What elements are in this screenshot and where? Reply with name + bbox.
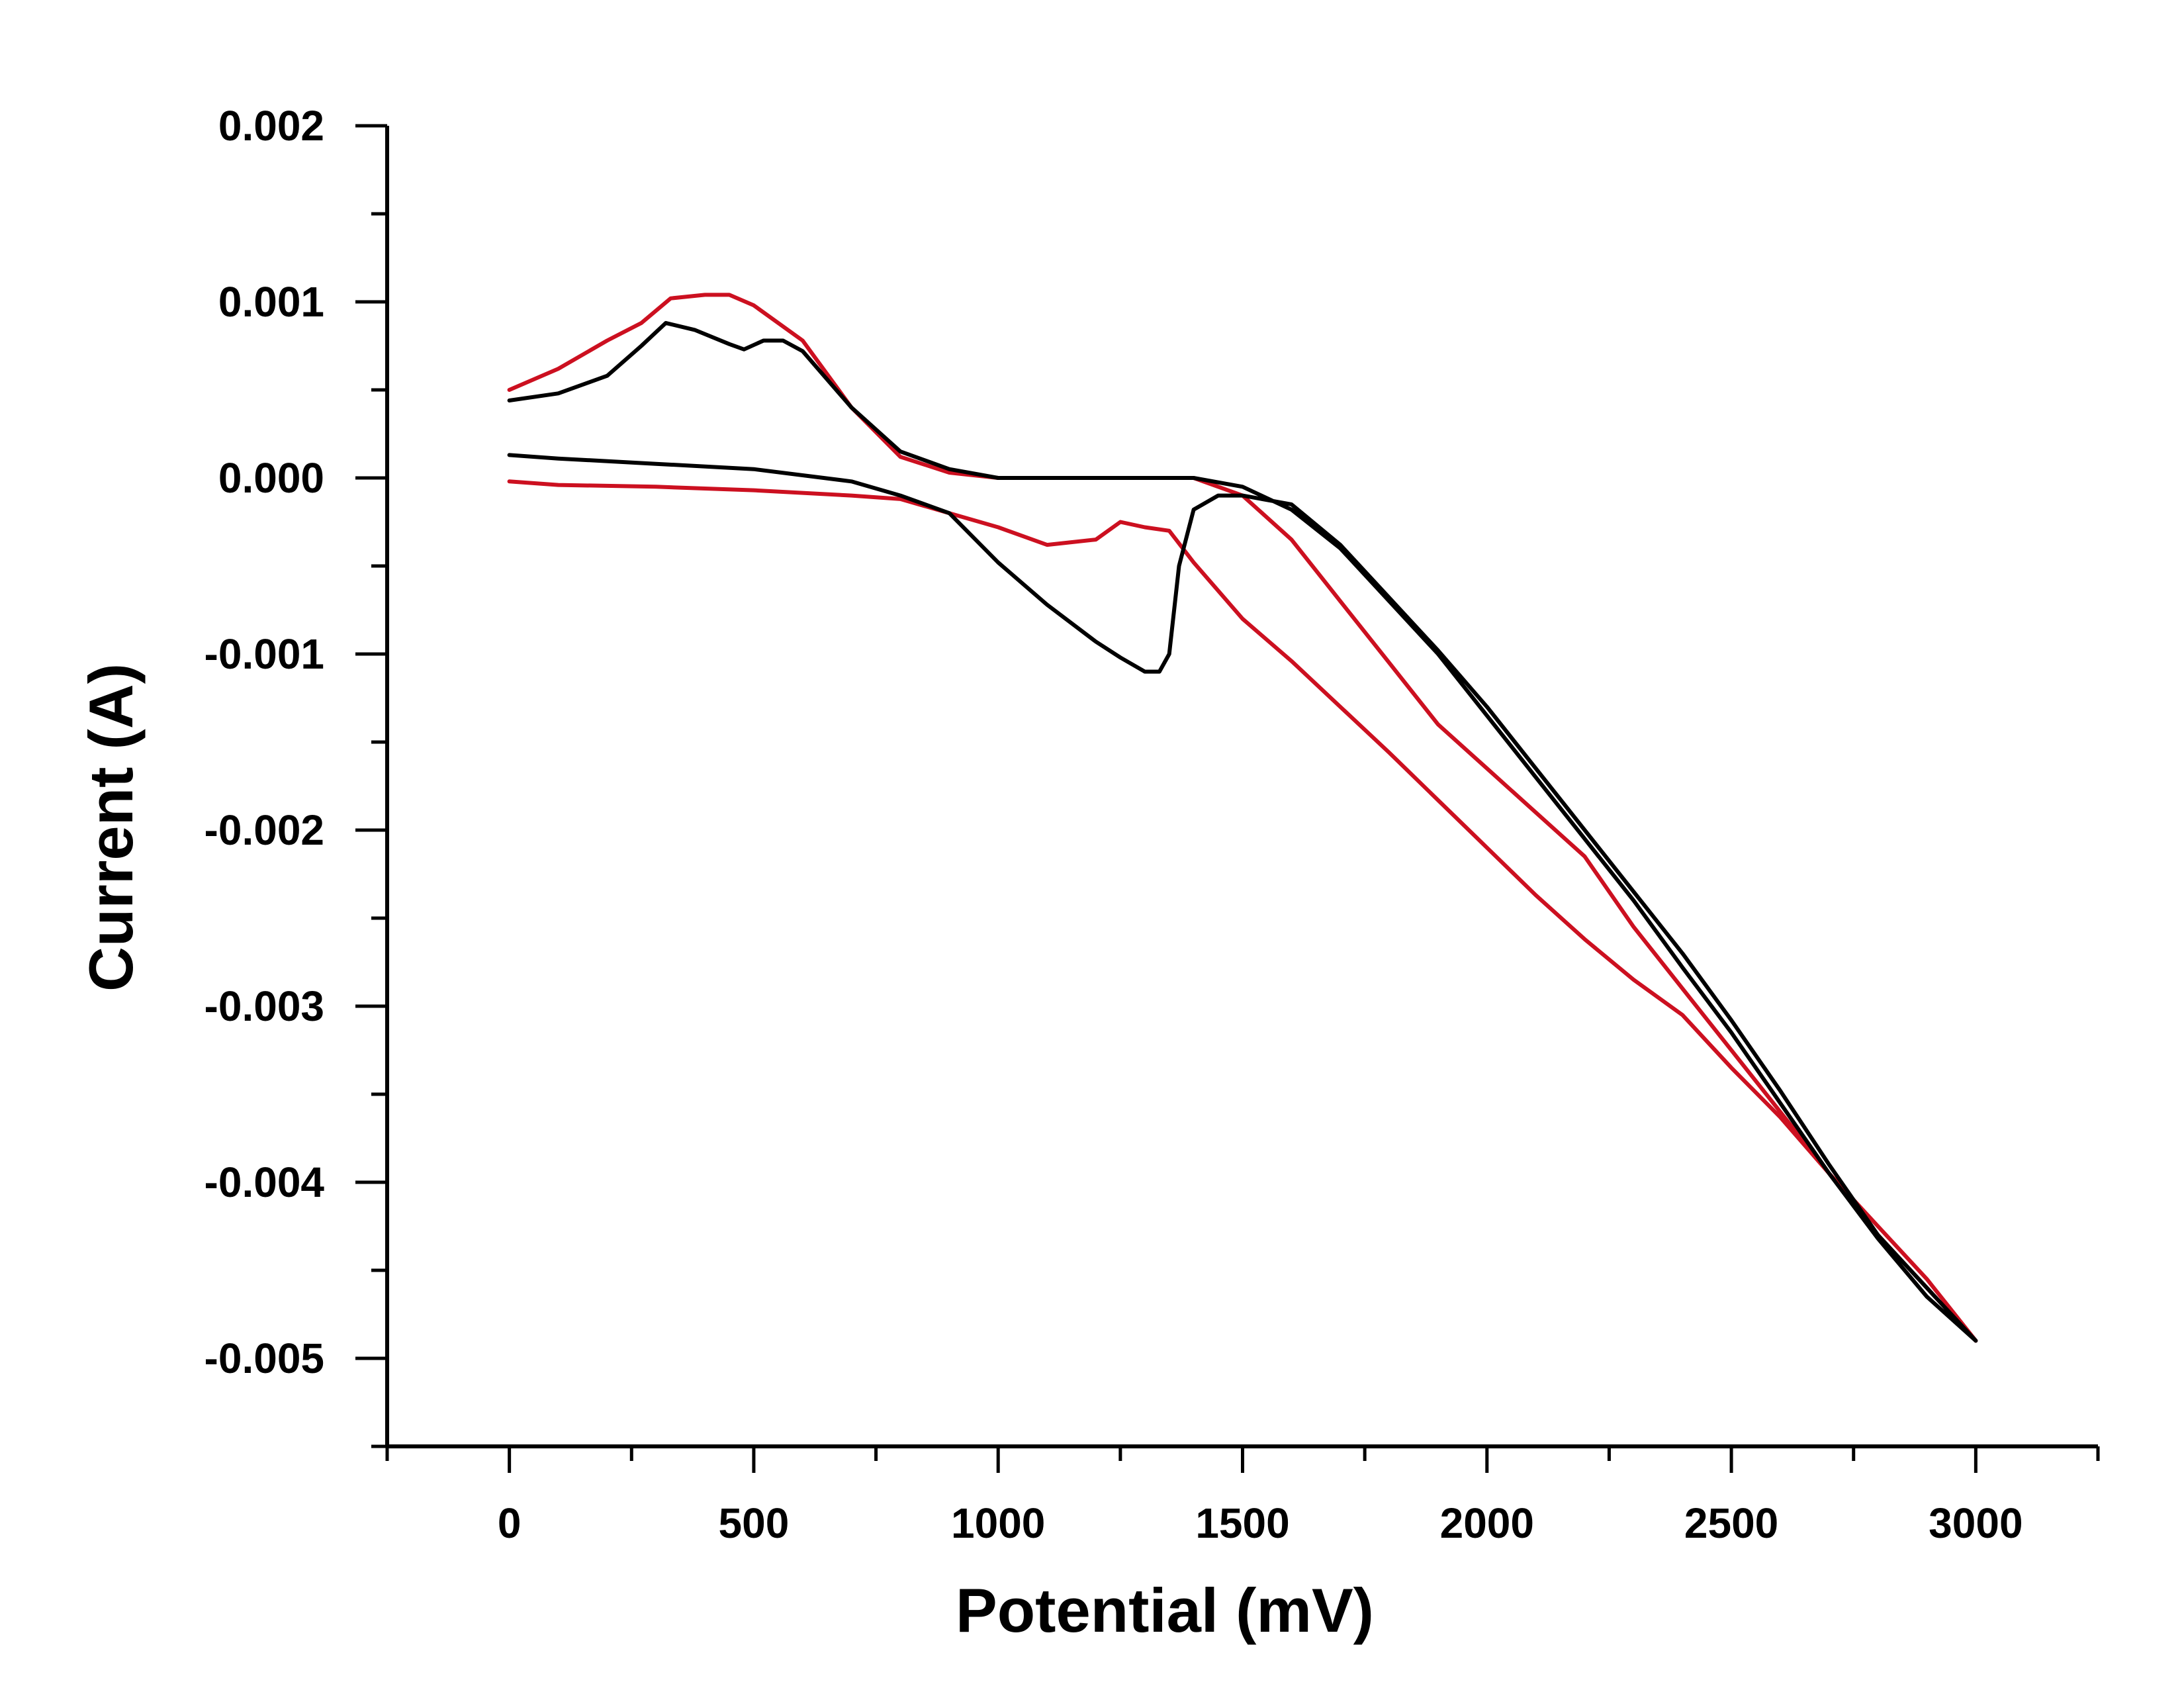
y-tick-label: 0.001: [218, 278, 324, 326]
y-tick-label: -0.001: [205, 630, 324, 678]
x-tick-label: 1500: [1195, 1499, 1289, 1547]
tick-labels: 0.002 0.001 0.000 -0.001 -0.002 -0.003 -0.004 -…: [205, 102, 2023, 1547]
y-axis-title: Current (A): [76, 663, 146, 992]
x-tick-label: 0: [498, 1499, 522, 1547]
x-tick-label: 3000: [1929, 1499, 2023, 1547]
ticks: [355, 124, 2100, 1473]
x-tick-label: 2000: [1440, 1499, 1534, 1547]
y-tick-label: -0.003: [205, 982, 324, 1030]
series-line-1: [507, 293, 1978, 1343]
x-tick-label: 500: [719, 1499, 790, 1547]
x-tick-label: 1000: [951, 1499, 1045, 1547]
x-axis-title: Potential (mV): [956, 1575, 1374, 1645]
axes: [385, 126, 2098, 1448]
x-tick-label: 2500: [1684, 1499, 1778, 1547]
y-tick-label: -0.005: [205, 1335, 324, 1382]
series-group: [507, 293, 1978, 1343]
y-tick-label: -0.002: [205, 806, 324, 854]
series-line-2: [507, 320, 1978, 1343]
y-tick-label: -0.004: [205, 1158, 325, 1206]
y-tick-label: 0.002: [218, 102, 324, 150]
y-tick-label: 0.000: [218, 454, 324, 502]
